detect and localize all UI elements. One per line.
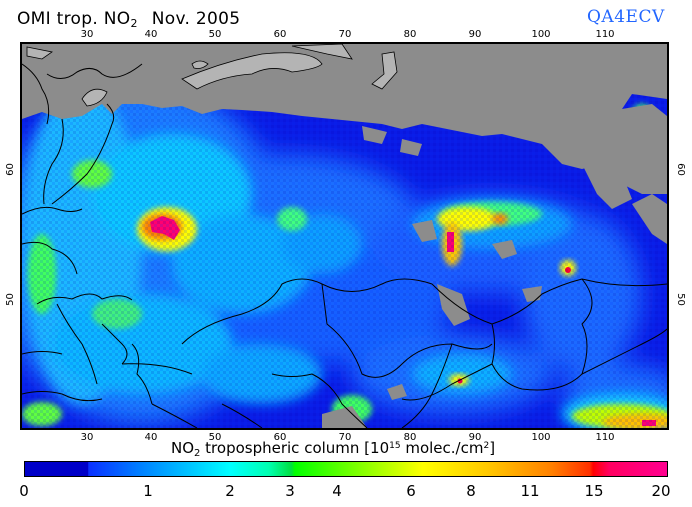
colorbar xyxy=(24,461,668,477)
longitude-tick-label: 30 xyxy=(81,29,94,40)
longitude-tick-label: 110 xyxy=(595,29,614,40)
colorbar-tick-label: 11 xyxy=(520,482,539,500)
colorbar-title-exponent: 15 xyxy=(389,441,400,451)
latitude-tick-label: 60 xyxy=(675,163,686,176)
colorbar-tick-label: 6 xyxy=(406,482,416,500)
longitude-tick-label: 40 xyxy=(145,432,158,443)
title-period: Nov. 2005 xyxy=(152,9,241,29)
longitude-tick-label: 90 xyxy=(469,29,482,40)
colorbar-title-prefix: NO xyxy=(171,439,194,457)
longitude-tick-label: 100 xyxy=(531,432,550,443)
colorbar-tick-label: 20 xyxy=(651,482,670,500)
colorbar-title-end: ] xyxy=(489,439,495,457)
longitude-tick-label: 110 xyxy=(595,432,614,443)
latitude-tick-label: 50 xyxy=(5,293,16,306)
colorbar-tick-label: 1 xyxy=(143,482,153,500)
longitude-tick-label: 40 xyxy=(145,29,158,40)
map-title: OMI trop. NO2 Nov. 2005 xyxy=(17,9,240,30)
colorbar-title-unit: molec./cm xyxy=(401,439,484,457)
colorbar-tick-label: 3 xyxy=(285,482,295,500)
colorbar-title: NO2 tropospheric column [1015 molec./cm2… xyxy=(171,439,495,459)
brand-logo: QA4ECV xyxy=(587,7,665,27)
latitude-tick-label: 50 xyxy=(675,293,686,306)
colorbar-tick-label: 4 xyxy=(332,482,342,500)
title-subscript: 2 xyxy=(130,17,137,30)
map-canvas xyxy=(22,44,667,428)
colorbar-tick-label: 0 xyxy=(19,482,29,500)
no2-map[interactable] xyxy=(20,42,669,430)
longitude-tick-label: 50 xyxy=(209,29,222,40)
colorbar-tick-label: 15 xyxy=(584,482,603,500)
longitude-tick-label: 30 xyxy=(81,432,94,443)
colorbar-tick-label: 2 xyxy=(225,482,235,500)
longitude-tick-label: 100 xyxy=(531,29,550,40)
longitude-tick-label: 80 xyxy=(404,29,417,40)
colorbar-title-middle: tropospheric column [10 xyxy=(200,439,389,457)
latitude-tick-label: 60 xyxy=(5,163,16,176)
title-prefix: OMI trop. NO xyxy=(17,9,130,29)
longitude-tick-label: 70 xyxy=(339,29,352,40)
colorbar-tick-label: 8 xyxy=(466,482,476,500)
longitude-tick-label: 60 xyxy=(274,29,287,40)
